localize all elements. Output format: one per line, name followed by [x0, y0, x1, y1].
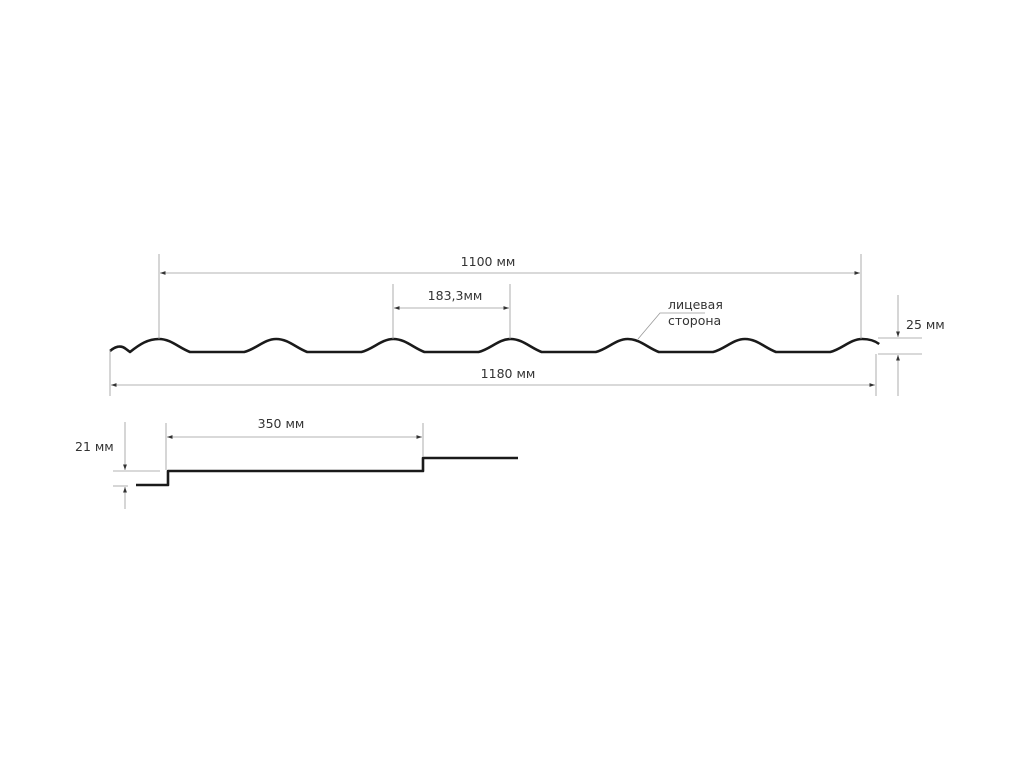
dimension-21-label: 21 мм: [75, 439, 114, 454]
dimension-1180-label: 1180 мм: [481, 366, 536, 381]
wave-profile-line: [109, 337, 880, 354]
wave-pitch-label: 183,3мм: [428, 288, 483, 303]
face-side-callout: лицевая сторона: [637, 297, 723, 340]
dimension-350: 350 мм: [165, 416, 424, 470]
face-side-label-line2: сторона: [668, 313, 721, 328]
dimension-350-label: 350 мм: [258, 416, 305, 431]
dimension-wave-pitch: 183,3мм: [392, 284, 511, 339]
dimension-21: 21 мм: [75, 422, 160, 509]
dimension-1100-label: 1100 мм: [461, 254, 516, 269]
dimension-1100: 1100 мм: [158, 254, 862, 339]
step-profile-line: [136, 456, 518, 487]
face-side-label-line1: лицевая: [668, 297, 723, 312]
dimension-25: 25 мм: [878, 295, 945, 396]
dimension-25-label: 25 мм: [906, 317, 945, 332]
dimension-1180: 1180 мм: [109, 350, 877, 396]
